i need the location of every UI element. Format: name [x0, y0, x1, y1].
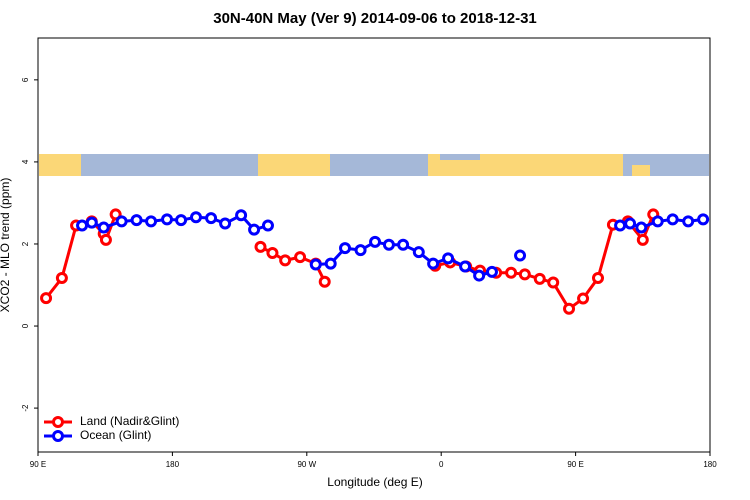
point: [235, 209, 248, 222]
point: [309, 258, 322, 271]
y-tick-label: 2: [21, 241, 30, 246]
point: [145, 215, 158, 228]
point: [442, 252, 455, 265]
point: [382, 238, 395, 251]
point: [279, 254, 292, 267]
point: [261, 219, 274, 232]
point: [651, 215, 664, 228]
point: [254, 240, 267, 253]
point: [55, 272, 68, 285]
point: [97, 221, 110, 234]
x-tick-label: 0: [439, 460, 444, 469]
point: [624, 217, 637, 230]
point: [473, 269, 486, 282]
point: [205, 212, 218, 225]
legend-marker: [52, 430, 64, 442]
sea-band: [440, 154, 480, 160]
legend-label: Land (Nadir&Glint): [80, 414, 179, 428]
x-tick-label: 180: [703, 460, 717, 469]
point: [412, 246, 425, 259]
point: [459, 260, 472, 273]
point: [697, 213, 710, 226]
series-line: [44, 213, 655, 311]
point: [397, 238, 410, 251]
point: [547, 276, 560, 289]
point: [294, 251, 307, 264]
y-tick-label: -2: [21, 404, 30, 412]
x-tick-label: 90 E: [30, 460, 46, 469]
legend-label: Ocean (Glint): [80, 428, 151, 442]
point: [427, 257, 440, 270]
x-axis-label: Longitude (deg E): [327, 475, 422, 489]
point: [339, 242, 352, 255]
point: [109, 208, 122, 221]
point: [635, 221, 648, 234]
y-tick-label: 0: [21, 323, 30, 328]
legend-marker: [52, 416, 64, 428]
point: [318, 275, 331, 288]
point: [99, 233, 112, 246]
point: [505, 266, 518, 279]
land-band: [39, 154, 81, 176]
point: [324, 257, 337, 270]
point: [614, 219, 627, 232]
point: [130, 214, 143, 227]
point: [266, 247, 279, 260]
point: [40, 292, 53, 305]
point: [354, 244, 367, 257]
point: [563, 302, 576, 315]
y-tick-label: 4: [21, 159, 30, 164]
x-tick-label: 90 E: [567, 460, 583, 469]
point: [175, 214, 188, 227]
land-band: [632, 165, 650, 176]
point: [189, 211, 202, 224]
point: [636, 233, 649, 246]
point: [115, 215, 128, 228]
map-strip: [39, 154, 709, 176]
point: [85, 216, 98, 229]
point: [219, 217, 232, 230]
point: [248, 223, 261, 236]
y-tick-label: 6: [21, 77, 30, 82]
point: [533, 272, 546, 285]
x-tick-label: 180: [166, 460, 180, 469]
point: [161, 213, 174, 226]
point: [514, 249, 527, 262]
point: [485, 265, 498, 278]
plot-frame: [37, 37, 711, 453]
point: [76, 219, 89, 232]
y-axis-label: XCO2 - MLO trend (ppm): [0, 178, 12, 313]
point: [577, 292, 590, 305]
point: [592, 272, 604, 285]
land-band: [258, 154, 330, 176]
x-tick-label: 90 W: [297, 460, 316, 469]
point: [682, 215, 695, 228]
chart-title: 30N-40N May (Ver 9) 2014-09-06 to 2018-1…: [213, 10, 537, 27]
point: [369, 235, 382, 248]
point: [518, 268, 531, 281]
point: [666, 213, 679, 226]
